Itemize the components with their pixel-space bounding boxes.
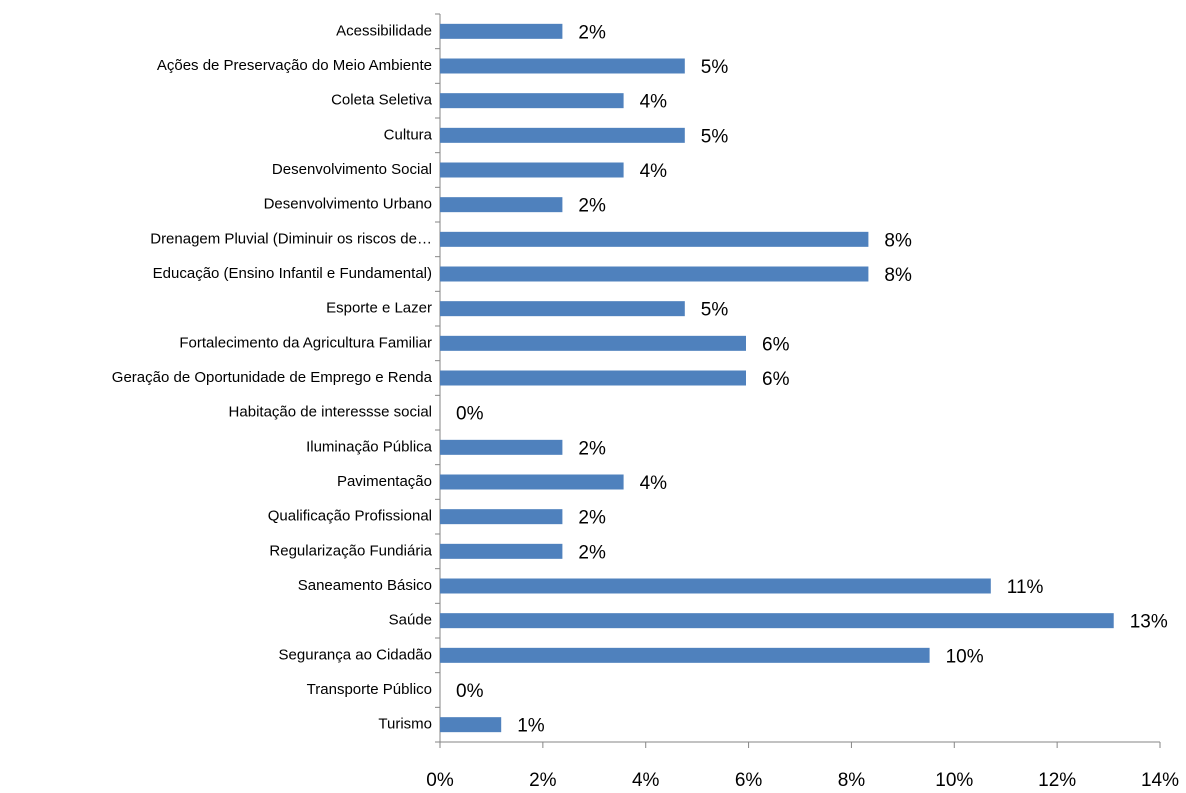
bar — [440, 543, 563, 559]
bar — [440, 370, 746, 386]
data-label: 0% — [456, 681, 484, 702]
y-tick-label: Geração de Oportunidade de Emprego e Ren… — [112, 369, 433, 386]
x-tick-label: 4% — [632, 770, 660, 791]
y-tick-label: Saneamento Básico — [298, 577, 432, 594]
data-label: 2% — [578, 22, 606, 43]
y-tick-label: Desenvolvimento Urbano — [264, 196, 432, 213]
bar — [440, 231, 869, 247]
data-label: 1% — [517, 716, 545, 737]
bar — [440, 58, 685, 74]
bar — [440, 301, 685, 317]
y-tick-label: Educação (Ensino Infantil e Fundamental) — [153, 265, 432, 282]
bar — [440, 474, 624, 490]
bar — [440, 162, 624, 178]
bar — [440, 439, 563, 455]
data-label: 0% — [456, 404, 484, 425]
y-tick-label: Turismo — [378, 716, 432, 733]
y-tick-label: Pavimentação — [337, 473, 432, 490]
bar — [440, 578, 991, 594]
bar — [440, 23, 563, 39]
bar — [440, 717, 502, 733]
y-tick-label: Drenagem Pluvial (Diminuir os riscos de… — [150, 230, 432, 247]
data-label: 10% — [946, 646, 984, 667]
bar — [440, 647, 930, 663]
data-label: 6% — [762, 369, 790, 390]
y-tick-label: Qualificação Profissional — [268, 508, 432, 525]
data-label: 8% — [884, 230, 912, 251]
bar — [440, 509, 563, 525]
y-tick-label: Acessibilidade — [336, 22, 432, 39]
data-label: 2% — [578, 196, 606, 217]
x-tick-label: 2% — [529, 770, 557, 791]
data-label: 6% — [762, 334, 790, 355]
x-tick-label: 8% — [838, 770, 866, 791]
data-label: 4% — [640, 92, 668, 113]
y-tick-label: Fortalecimento da Agricultura Familiar — [179, 334, 432, 351]
y-tick-label: Coleta Seletiva — [331, 92, 433, 109]
bar — [440, 93, 624, 109]
y-tick-label: Transporte Público — [307, 681, 432, 698]
x-tick-label: 12% — [1038, 770, 1076, 791]
y-tick-label: Ações de Preservação do Meio Ambiente — [157, 57, 432, 74]
x-tick-label: 10% — [935, 770, 973, 791]
y-tick-label: Regularização Fundiária — [269, 542, 432, 559]
y-tick-label: Habitação de interessse social — [229, 404, 432, 421]
data-label: 13% — [1130, 612, 1168, 633]
y-tick-label: Esporte e Lazer — [326, 300, 432, 317]
data-label: 2% — [578, 542, 606, 563]
bar — [440, 197, 563, 213]
data-label: 5% — [701, 126, 729, 147]
data-label: 5% — [701, 57, 729, 78]
y-tick-label: Desenvolvimento Social — [272, 161, 432, 178]
x-tick-label: 14% — [1141, 770, 1179, 791]
bar — [440, 335, 746, 351]
bar — [440, 127, 685, 143]
bar — [440, 613, 1114, 629]
data-label: 5% — [701, 300, 729, 321]
data-label: 2% — [578, 508, 606, 529]
data-label: 4% — [640, 473, 668, 494]
x-tick-label: 6% — [735, 770, 763, 791]
y-tick-label: Saúde — [389, 612, 432, 629]
data-label: 2% — [578, 438, 606, 459]
x-tick-label: 0% — [426, 770, 454, 791]
data-label: 8% — [884, 265, 912, 286]
y-tick-label: Cultura — [384, 126, 433, 143]
data-label: 4% — [640, 161, 668, 182]
y-tick-label: Segurança ao Cidadão — [279, 646, 432, 663]
data-label: 11% — [1007, 577, 1044, 598]
bar — [440, 266, 869, 282]
y-tick-label: Iluminação Pública — [306, 438, 433, 455]
